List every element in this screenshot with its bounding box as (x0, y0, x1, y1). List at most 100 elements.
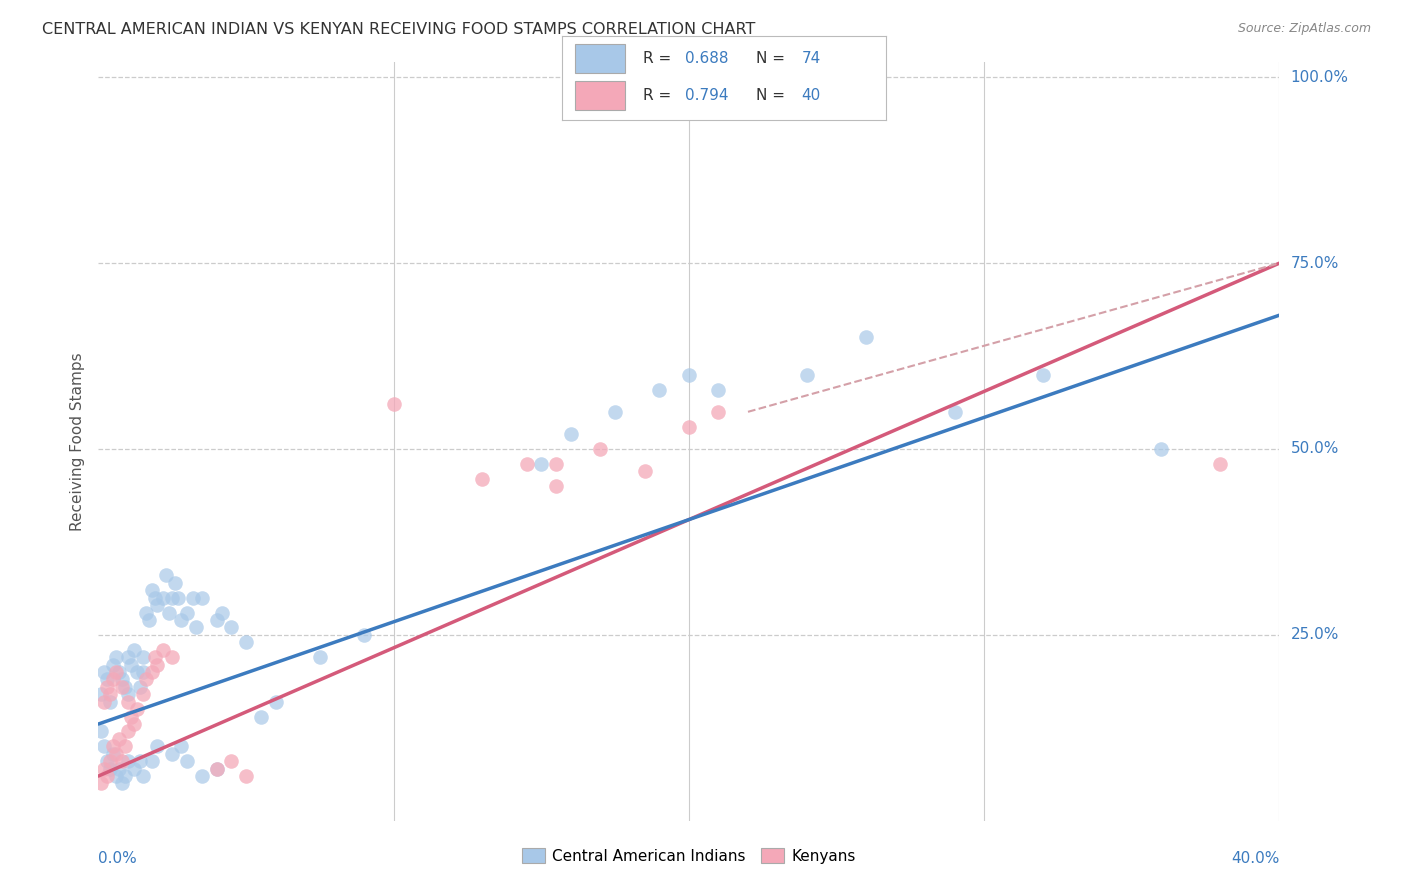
Point (132, 665, 155, 679)
Point (1150, 442, 1173, 456)
Point (1209, 457, 1232, 471)
Point (1032, 368, 1054, 382)
Point (205, 613, 228, 627)
Text: 75.0%: 75.0% (1291, 256, 1339, 270)
Point (125, 665, 148, 679)
Point (135, 606, 157, 620)
Text: Source: ZipAtlas.com: Source: ZipAtlas.com (1237, 22, 1371, 36)
Point (114, 739, 136, 754)
Point (98, 695, 121, 709)
Point (111, 776, 134, 790)
Point (128, 754, 150, 768)
Point (103, 657, 125, 672)
Point (678, 368, 700, 382)
Point (382, 397, 405, 411)
Point (132, 687, 155, 701)
Point (191, 769, 214, 783)
Point (117, 695, 139, 709)
Point (634, 464, 657, 478)
Point (162, 747, 183, 761)
Point (155, 568, 177, 582)
Point (184, 620, 207, 634)
Point (176, 606, 198, 620)
Point (103, 747, 125, 761)
Point (141, 754, 163, 768)
Text: 50.0%: 50.0% (1291, 442, 1339, 457)
Point (120, 657, 142, 672)
Point (96, 754, 118, 768)
Point (605, 405, 627, 419)
Point (353, 628, 375, 642)
Point (114, 680, 136, 694)
Text: 74: 74 (801, 51, 821, 66)
Point (141, 665, 163, 679)
Point (560, 427, 582, 442)
Point (105, 747, 128, 761)
Text: N =: N = (756, 51, 790, 66)
Point (117, 687, 139, 701)
Point (122, 717, 145, 731)
Point (96, 673, 118, 687)
Point (211, 606, 233, 620)
Point (707, 405, 730, 419)
Bar (575, 44, 626, 73)
Point (98, 754, 121, 768)
Point (105, 665, 128, 679)
Point (96, 769, 118, 783)
Point (108, 762, 131, 776)
Text: 40: 40 (801, 88, 821, 103)
Point (122, 642, 145, 657)
Point (90, 776, 112, 790)
Point (205, 762, 228, 776)
Text: 25.0%: 25.0% (1291, 627, 1339, 642)
Point (146, 598, 169, 612)
Text: N =: N = (756, 88, 790, 103)
Point (157, 606, 180, 620)
Point (589, 442, 612, 456)
Text: CENTRAL AMERICAN INDIAN VS KENYAN RECEIVING FOOD STAMPS CORRELATION CHART: CENTRAL AMERICAN INDIAN VS KENYAN RECEIV… (42, 22, 755, 37)
Point (90, 687, 112, 701)
Point (117, 650, 139, 665)
Point (141, 583, 163, 598)
Point (264, 695, 287, 709)
Point (111, 680, 134, 694)
Point (221, 620, 243, 634)
Point (98, 687, 121, 701)
Point (90, 724, 112, 739)
Text: 0.688: 0.688 (685, 51, 728, 66)
Point (855, 330, 877, 344)
Point (707, 383, 730, 397)
Point (796, 368, 818, 382)
Point (235, 769, 257, 783)
Legend: Central American Indians, Kenyans: Central American Indians, Kenyans (516, 842, 862, 870)
Point (105, 650, 128, 665)
Text: 0.0%: 0.0% (98, 851, 138, 866)
Point (162, 591, 183, 605)
Point (546, 479, 568, 493)
Point (943, 405, 966, 419)
Point (98, 762, 121, 776)
Point (117, 754, 139, 768)
Point (117, 724, 139, 739)
Y-axis label: Receiving Food Stamps: Receiving Food Stamps (69, 352, 84, 531)
Point (152, 591, 174, 605)
Text: R =: R = (644, 88, 676, 103)
Point (471, 472, 494, 486)
Point (114, 769, 136, 783)
Point (162, 650, 183, 665)
Point (146, 657, 169, 672)
Text: R =: R = (644, 51, 676, 66)
Point (170, 613, 193, 627)
Point (138, 613, 160, 627)
Point (108, 731, 131, 746)
Point (146, 739, 169, 754)
Point (122, 762, 145, 776)
Point (678, 419, 700, 434)
Point (111, 754, 134, 768)
Point (111, 673, 134, 687)
Point (128, 680, 150, 694)
Point (165, 575, 187, 590)
Point (93, 665, 115, 679)
Point (132, 650, 155, 665)
Point (143, 591, 166, 605)
